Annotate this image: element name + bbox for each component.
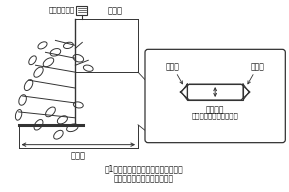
Text: 重心高: 重心高: [107, 7, 122, 16]
Bar: [76, 6, 87, 15]
Text: 地上部生重量: 地上部生重量: [49, 7, 75, 13]
Text: 第一節: 第一節: [251, 62, 264, 71]
Text: 茎の太さ: 茎の太さ: [206, 105, 225, 114]
Text: および茎の太さの測定模式図: および茎の太さの測定模式図: [114, 174, 174, 183]
Text: 第二節: 第二節: [166, 62, 180, 71]
FancyBboxPatch shape: [145, 49, 285, 143]
Text: （主茎第一節間の長径）: （主茎第一節間の長径）: [192, 113, 238, 119]
Text: 主茎長: 主茎長: [71, 152, 86, 161]
Text: 図1．地上部生重、重心高、主茎長、: 図1．地上部生重、重心高、主茎長、: [105, 165, 184, 174]
